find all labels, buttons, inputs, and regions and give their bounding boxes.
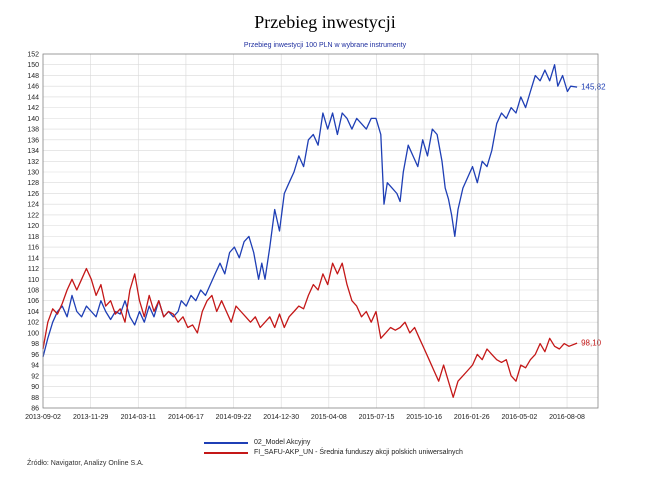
x-tick-label: 2015-10-16 bbox=[406, 414, 442, 421]
legend-swatch-red bbox=[204, 452, 248, 454]
legend-label: FI_SAFU-AKP_UN - Średnia funduszy akcji … bbox=[254, 449, 463, 456]
y-tick-label: 150 bbox=[27, 62, 39, 69]
x-tick-label: 2013-11-29 bbox=[73, 414, 108, 421]
y-tick-label: 140 bbox=[27, 116, 39, 123]
series-end-label: 98,10 bbox=[581, 339, 602, 348]
y-tick-label: 102 bbox=[27, 320, 39, 327]
chart-title: Przebieg inwestycji bbox=[254, 12, 396, 32]
legend-item-safu-akp: FI_SAFU-AKP_UN - Średnia funduszy akcji … bbox=[204, 448, 463, 458]
y-tick-label: 142 bbox=[27, 105, 39, 112]
y-tick-label: 134 bbox=[27, 148, 39, 155]
y-tick-label: 112 bbox=[28, 266, 39, 273]
y-tick-label: 86 bbox=[31, 406, 39, 413]
y-tick-label: 124 bbox=[27, 202, 39, 209]
y-tick-label: 128 bbox=[27, 180, 39, 187]
y-tick-label: 120 bbox=[27, 223, 39, 230]
legend: 02_Model Akcyjny FI_SAFU-AKP_UN - Średni… bbox=[204, 438, 463, 458]
x-tick-label: 2016-01-26 bbox=[454, 414, 490, 421]
grid bbox=[42, 53, 598, 409]
y-tick-label: 116 bbox=[28, 245, 39, 252]
x-tick-label: 2014-03-11 bbox=[121, 414, 156, 421]
legend-label: 02_Model Akcyjny bbox=[254, 439, 311, 446]
y-tick-label: 108 bbox=[27, 288, 39, 295]
legend-item-model-akcyjny: 02_Model Akcyjny bbox=[204, 438, 463, 448]
y-tick-label: 126 bbox=[27, 191, 39, 198]
x-tick-label: 2016-08-08 bbox=[549, 414, 585, 421]
y-tick-label: 100 bbox=[27, 330, 39, 337]
y-tick-label: 114 bbox=[28, 255, 39, 262]
x-tick-label: 2014-09-22 bbox=[216, 414, 252, 421]
y-tick-label: 136 bbox=[27, 137, 39, 144]
x-tick-label: 2015-07-15 bbox=[359, 414, 395, 421]
source-note: Źródło: Navigator, Analizy Online S.A. bbox=[27, 460, 144, 467]
y-tick-label: 110 bbox=[28, 277, 39, 284]
y-tick-label: 152 bbox=[27, 52, 39, 59]
y-tick-label: 90 bbox=[31, 384, 39, 391]
y-tick-label: 106 bbox=[27, 298, 39, 305]
x-tick-label: 2014-06-17 bbox=[168, 414, 204, 421]
series-end-label: 145,82 bbox=[581, 83, 606, 92]
x-tick-label: 2014-12-30 bbox=[263, 414, 299, 421]
y-tick-label: 132 bbox=[27, 159, 39, 166]
series-line-0 bbox=[42, 64, 578, 358]
y-tick-label: 130 bbox=[27, 170, 39, 177]
plot-frame bbox=[42, 53, 599, 409]
x-axis-ticks: 2013-09-02 2013-11-29 2014-03-11 2014-06-17… bbox=[25, 414, 585, 421]
y-tick-label: 94 bbox=[31, 363, 39, 370]
x-tick-label: 2016-05-02 bbox=[501, 414, 537, 421]
x-tick-label: 2015-04-08 bbox=[311, 414, 347, 421]
y-tick-label: 148 bbox=[27, 73, 39, 80]
x-tick-label: 2013-09-02 bbox=[25, 414, 61, 421]
series-line-1 bbox=[42, 262, 578, 398]
chart-subtitle: Przebieg inwestycji 100 PLN w wybrane in… bbox=[243, 42, 407, 49]
y-tick-label: 138 bbox=[27, 127, 39, 134]
series-lines bbox=[42, 64, 578, 398]
y-tick-label: 98 bbox=[31, 341, 39, 348]
y-axis-ticks: 86 88 90 92 94 96 98 100 102 104 106 108 110 112 114 11… bbox=[27, 52, 39, 413]
end-labels: 145,82 98,10 bbox=[581, 83, 606, 348]
y-tick-label: 122 bbox=[27, 212, 39, 219]
y-tick-label: 146 bbox=[27, 84, 39, 91]
y-tick-label: 88 bbox=[31, 395, 39, 402]
y-tick-label: 92 bbox=[31, 373, 39, 380]
legend-swatch-blue bbox=[204, 442, 248, 444]
y-tick-label: 96 bbox=[31, 352, 39, 359]
y-tick-label: 118 bbox=[28, 234, 39, 241]
y-tick-label: 104 bbox=[27, 309, 39, 316]
y-tick-label: 144 bbox=[27, 94, 39, 101]
